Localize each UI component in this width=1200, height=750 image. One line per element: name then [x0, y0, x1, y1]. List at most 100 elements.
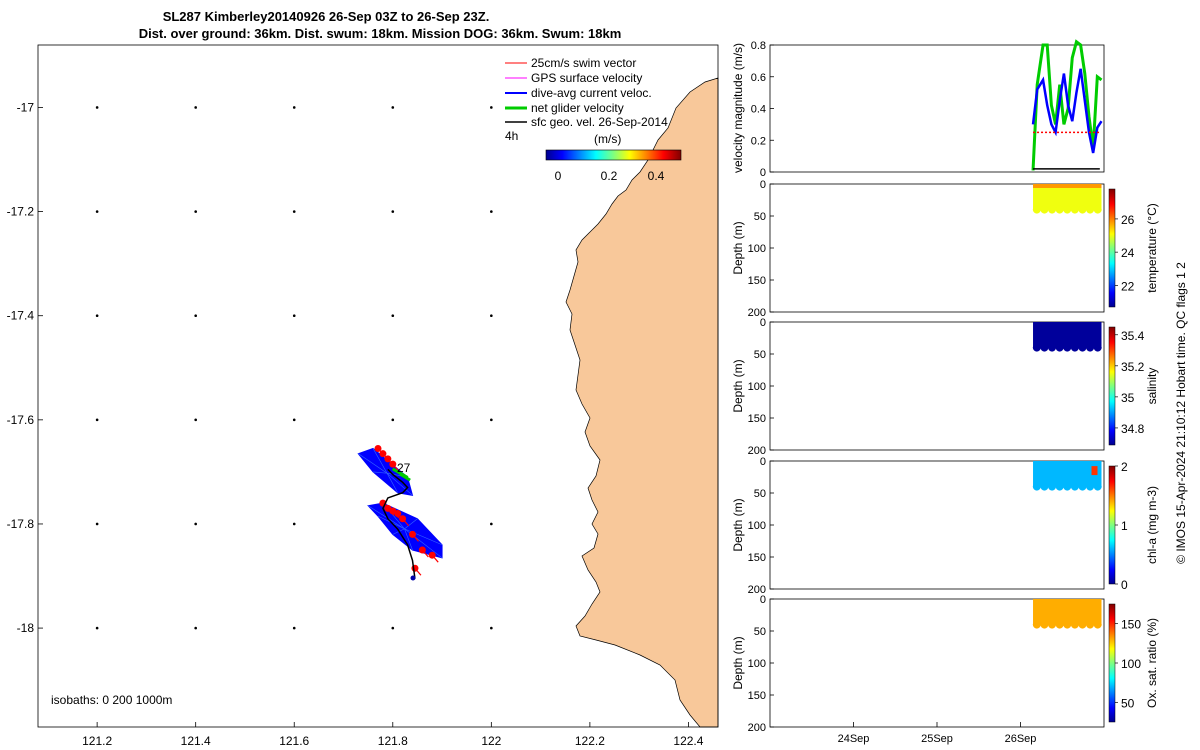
map-y-tick-label: -17.2	[7, 205, 35, 219]
legend-label-gps: GPS surface velocity	[531, 71, 642, 85]
sfc-velocity-point	[391, 210, 395, 213]
profile-colorbar-label: temperature (°C)	[1145, 203, 1159, 293]
profile-y-tick-label: 200	[748, 722, 766, 734]
sfc-velocity-point	[95, 626, 99, 630]
profile-data-scallop	[1063, 205, 1072, 214]
legend-note: 4h	[505, 129, 518, 143]
velocity-y-tick-label: 0.6	[751, 72, 766, 84]
legend-label-sfc: sfc geo. vel. 26-Sep-2014	[531, 115, 668, 129]
profile-y-tick-label: 100	[748, 658, 766, 670]
profile-y-tick-label: 200	[748, 584, 766, 596]
current-vector	[367, 505, 405, 530]
legend-label-net: net glider velocity	[531, 101, 624, 115]
velocity-series-line	[1031, 68, 1103, 154]
profile-panel-salinity: 0 50 100 150 200 Depth (m) 34.8 35 35.2 35.4 salin…	[731, 317, 1159, 457]
sfc-velocity-point	[490, 522, 493, 526]
profile-data-scallop	[1070, 482, 1079, 491]
velocity-series	[1031, 39, 1103, 171]
profile-data-scallop	[1048, 343, 1057, 352]
velocity-y-tick-label: 0.2	[751, 135, 766, 147]
profile-ylabel: Depth (m)	[731, 221, 745, 274]
swim-vector-head	[384, 455, 392, 463]
map-y-tick-label: -17.6	[7, 413, 35, 427]
profile-y-tick-label: 150	[748, 552, 766, 564]
profile-panel-temperature: 0 50 100 150 200 Depth (m) 22 24 26 temperature (…	[731, 179, 1159, 319]
profile-y-tick-label: 50	[754, 626, 766, 638]
glider-track	[382, 468, 416, 579]
profile-data-scallop	[1055, 620, 1064, 629]
current-vector	[404, 518, 418, 530]
chart-subtitle: Dist. over ground: 36km. Dist. swum: 18k…	[139, 26, 622, 41]
swim-vector-head	[394, 510, 402, 518]
sfc-velocity-point	[391, 314, 395, 318]
sfc-velocity-point	[194, 106, 197, 109]
profile-ylabel: Depth (m)	[731, 636, 745, 689]
swim-vector-head	[389, 460, 397, 468]
profile-data-block	[1033, 322, 1102, 348]
map-x-tick-label: 122	[481, 734, 501, 748]
profile-data-scallop	[1078, 482, 1087, 491]
map-x-axis: 121.2 121.4 121.6 121.8 122 122.2 122.4	[82, 722, 704, 748]
profile-data-scallop	[1032, 482, 1041, 491]
swim-vector-head	[374, 444, 382, 452]
profile-data-scallop	[1063, 620, 1072, 629]
profile-data-scallop	[1093, 482, 1102, 491]
sfc-velocity-point	[391, 626, 395, 630]
profile-data-scallop	[1055, 482, 1064, 491]
profile-colorbar	[1108, 465, 1116, 585]
current-vector	[404, 528, 413, 551]
profile-colorbar-tick-label: 150	[1121, 618, 1141, 632]
profile-y-tick-label: 100	[748, 243, 766, 255]
profile-colorbar-tick-label: 24	[1121, 246, 1135, 260]
map-colorbar-tick: 0.2	[601, 169, 618, 183]
profile-data-scallop	[1086, 620, 1095, 629]
profile-colorbar	[1108, 188, 1116, 308]
profile-y-tick-label: 0	[760, 456, 766, 468]
legend-label-current: dive-avg current veloc.	[531, 86, 652, 100]
map-x-tick-label: 122.2	[575, 734, 605, 748]
profile-data-scallop	[1032, 620, 1041, 629]
profile-y-tick-label: 0	[760, 317, 766, 329]
glider-position-marker	[410, 575, 416, 581]
profile-data-scallop	[1070, 205, 1079, 214]
profile-data-scallop	[1032, 205, 1041, 214]
profile-data-scallop	[1040, 482, 1049, 491]
sfc-velocity-point	[194, 210, 197, 213]
profile-y-tick-label: 150	[748, 690, 766, 702]
sfc-velocity-point	[95, 522, 99, 526]
profile-data-block	[1033, 461, 1102, 487]
profile-y-tick-label: 100	[748, 520, 766, 532]
profile-colorbar-tick-label: 50	[1121, 696, 1135, 710]
map-y-tick-label: -18	[17, 621, 35, 635]
profile-data-scallop	[1093, 620, 1102, 629]
profile-colorbar-tick-label: 1	[1121, 519, 1128, 533]
profile-data-scallop	[1078, 620, 1087, 629]
profile-data-scallop	[1048, 205, 1057, 214]
velocity-ylabel: velocity magnitude (m/s)	[731, 43, 745, 173]
sfc-velocity-point	[95, 418, 99, 422]
sfc-velocity-point	[95, 210, 99, 213]
sfc-velocity-point	[490, 106, 493, 109]
profile-data-scallop	[1078, 205, 1087, 214]
sfc-velocity-point	[95, 106, 99, 109]
profile-data-scallop	[1070, 620, 1079, 629]
velocity-y-axis: 0 0.2 0.4 0.6 0.8	[751, 40, 774, 179]
velocity-panel: 0 0.2 0.4 0.6 0.8 velocity magnitude (m/s)	[731, 39, 1105, 179]
date-tick-label: 24Sep	[838, 733, 870, 745]
profile-data-block	[1033, 184, 1102, 210]
profile-data-scallop	[1086, 482, 1095, 491]
map-x-tick-label: 121.8	[378, 734, 408, 748]
sfc-velocity-point	[194, 522, 197, 526]
current-vector	[373, 471, 388, 474]
coastline-land	[565, 77, 719, 728]
swim-vector-head	[379, 450, 387, 458]
legend-label-swim: 25cm/s swim vector	[531, 56, 636, 70]
velocity-y-tick-label: 0	[760, 167, 766, 179]
profile-y-tick-label: 150	[748, 413, 766, 425]
current-vector	[386, 473, 398, 493]
sfc-velocity-point	[194, 314, 197, 318]
profile-colorbar	[1108, 603, 1116, 723]
profile-data-scallop	[1086, 205, 1095, 214]
profile-ylabel: Depth (m)	[731, 359, 745, 412]
